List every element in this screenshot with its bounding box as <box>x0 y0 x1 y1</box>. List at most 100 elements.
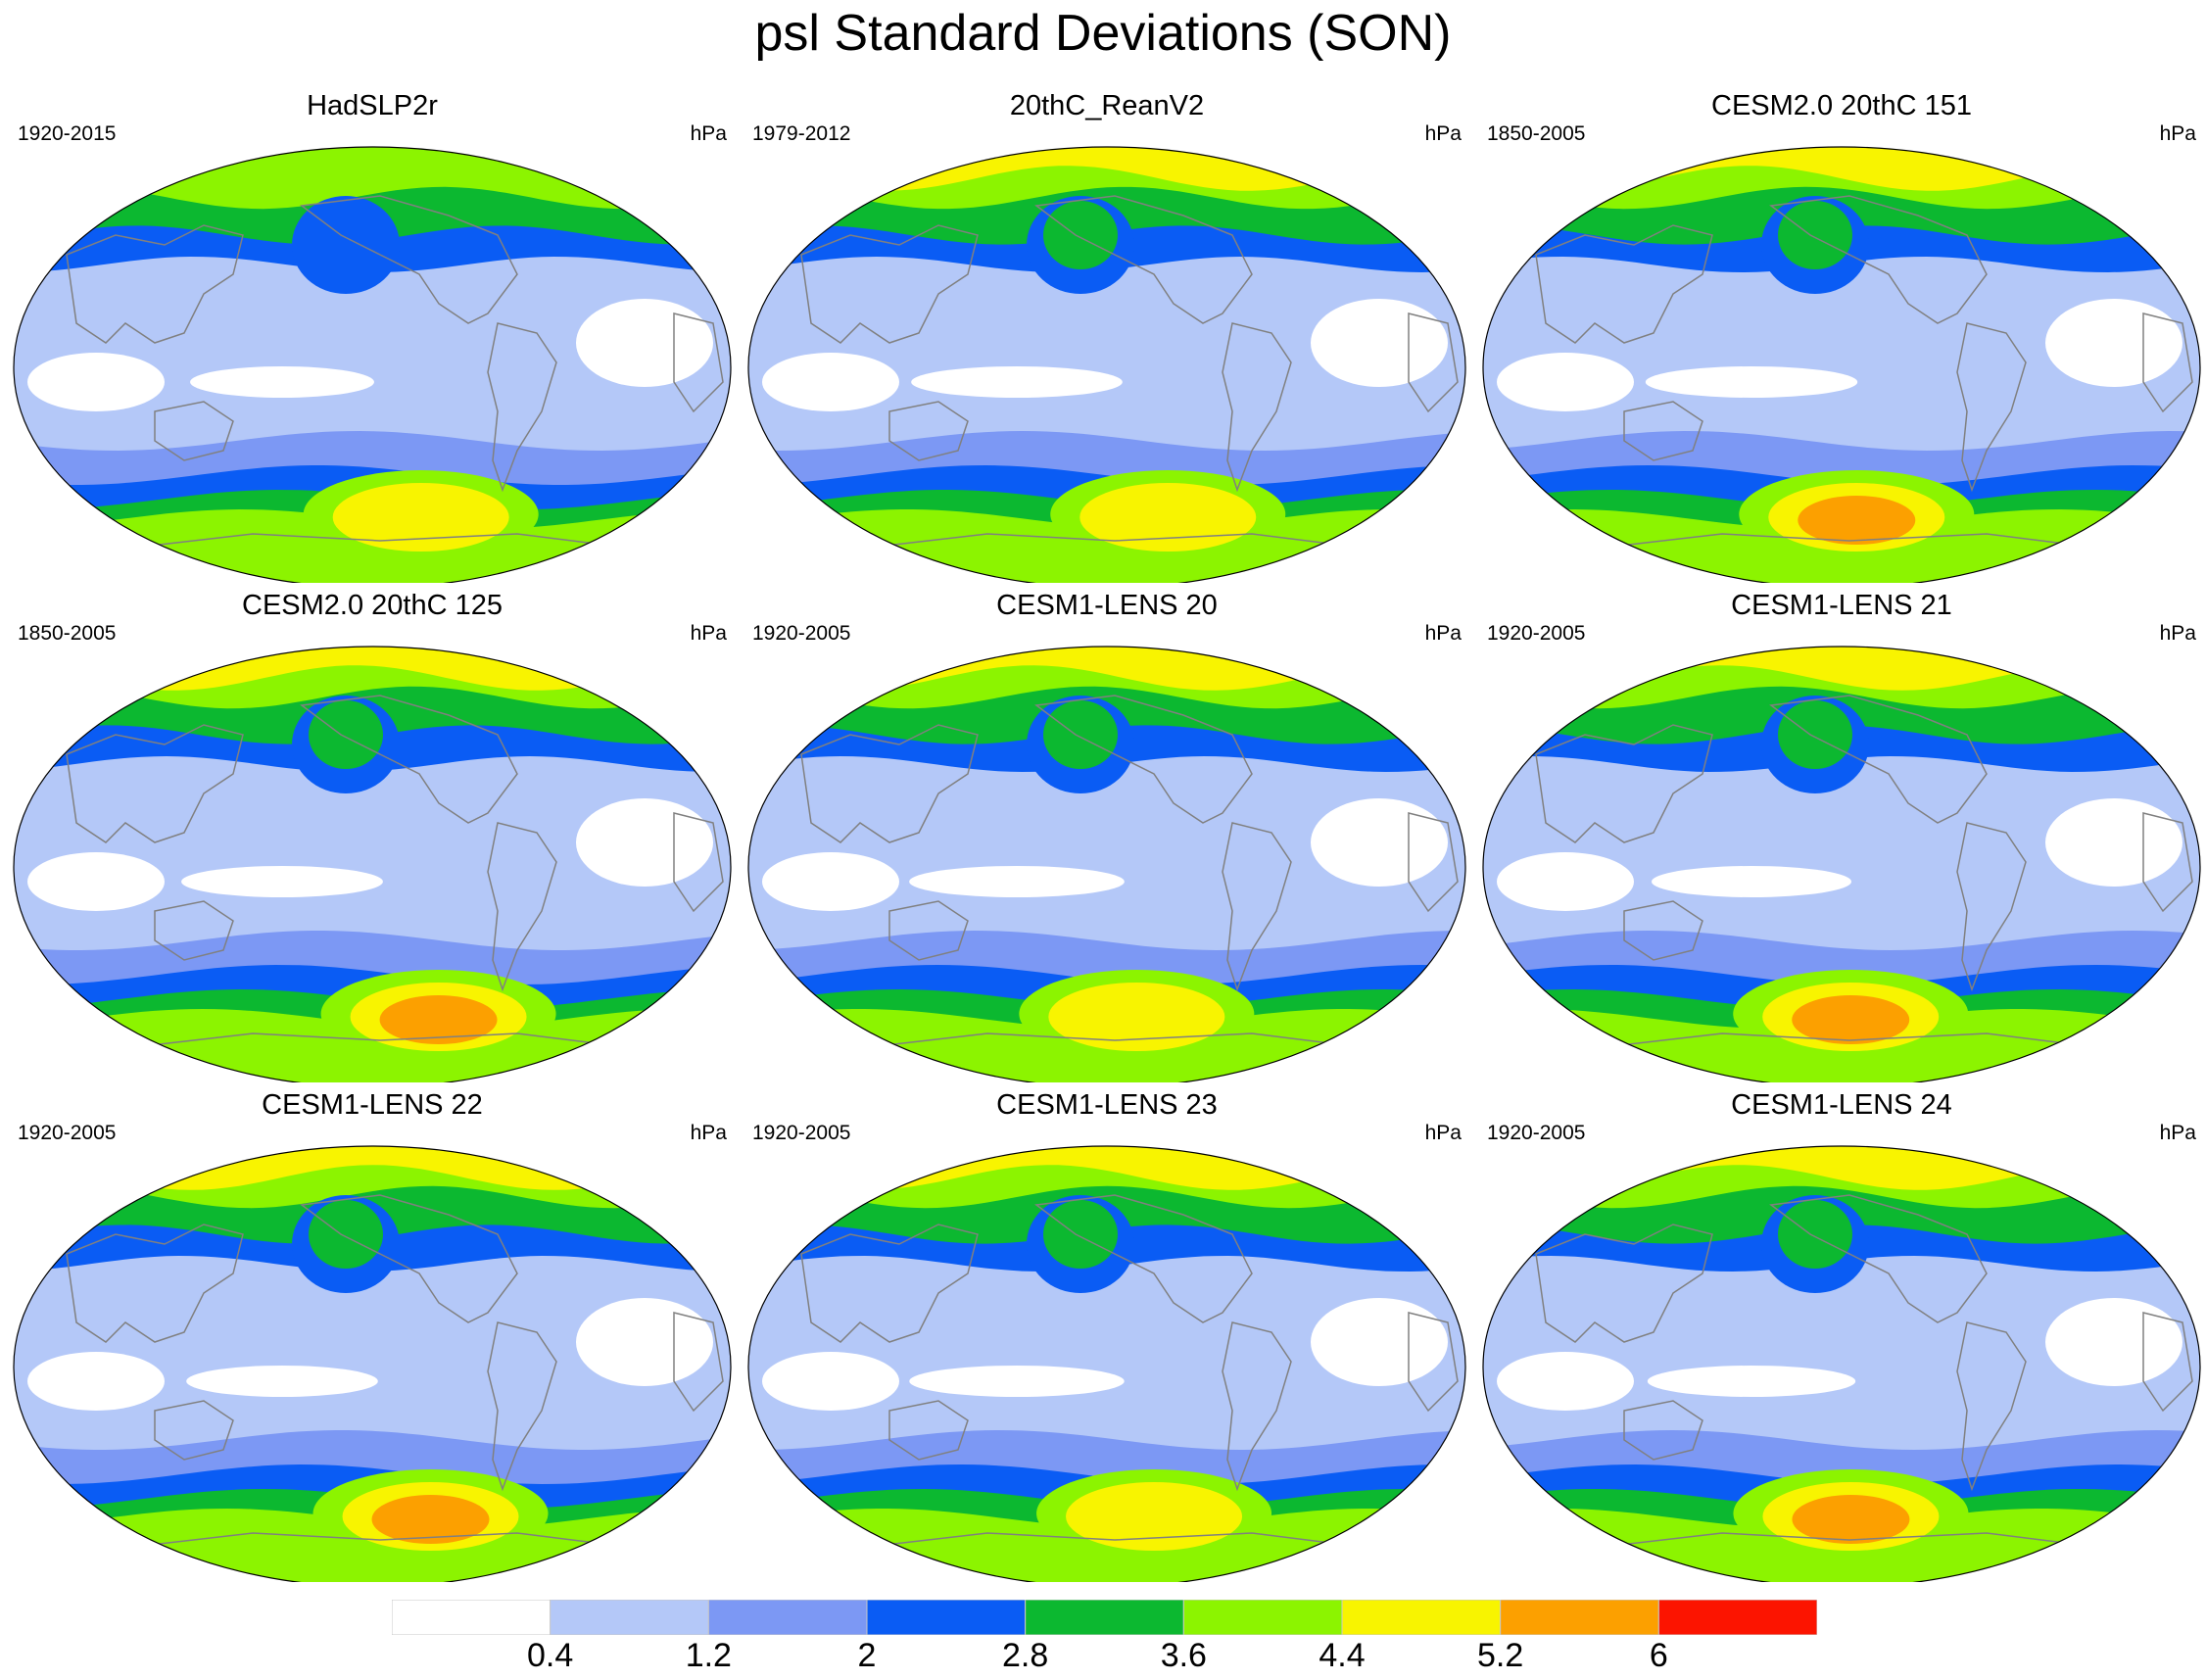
low-variance-region <box>576 1298 713 1386</box>
coastline <box>124 533 636 550</box>
south-max-level-6 <box>332 483 509 552</box>
figure-title: psl Standard Deviations (SON) <box>754 5 1452 62</box>
low-variance-region <box>1311 1298 1448 1386</box>
north-pacific-lobe-inner <box>1043 700 1118 769</box>
panel-period: 1920-2005 <box>752 1122 851 1144</box>
south-max-level-6 <box>1079 483 1257 552</box>
panel-units: hPa <box>2159 1122 2196 1144</box>
south-max-level-7 <box>1792 995 1910 1044</box>
map-panel: CESM1-LENS 24 1920-2005 hPa <box>1477 1087 2206 1582</box>
low-variance-region <box>762 852 899 911</box>
map-panel: CESM2.0 20thC 151 1850-2005 hPa <box>1477 88 2206 583</box>
panel-units: hPa <box>1424 1122 1462 1144</box>
panel-units: hPa <box>690 122 727 145</box>
low-variance-region <box>2045 798 2182 887</box>
map-panel: 20thC_ReanV2 1979-2012 hPa <box>743 88 1471 583</box>
colorbar-tick-label: 4.4 <box>1319 1637 1366 1674</box>
colorbar-tick-label: 2 <box>857 1637 877 1674</box>
coastline <box>1769 1194 1988 1323</box>
coastline <box>1769 195 1988 324</box>
coastline <box>1623 1400 1703 1461</box>
coastlines <box>66 1194 724 1549</box>
panel-period: 1850-2005 <box>1487 122 1586 145</box>
colorbar-box <box>1182 1600 1343 1635</box>
panel-title: 20thC_ReanV2 <box>1009 90 1205 121</box>
coastline <box>2142 312 2193 413</box>
low-variance-region <box>1497 852 1634 911</box>
colorbar-box <box>1341 1600 1502 1635</box>
low-variance-region <box>909 1366 1125 1397</box>
low-variance-region <box>576 299 713 387</box>
low-variance-region <box>27 852 165 911</box>
map-plot <box>747 146 1466 583</box>
map-panel: CESM1-LENS 21 1920-2005 hPa <box>1477 588 2206 1082</box>
coastline <box>154 401 234 461</box>
coastlines <box>800 195 1459 550</box>
low-variance-region <box>1311 798 1448 887</box>
low-variance-region <box>190 366 374 398</box>
panel-title: CESM1-LENS 21 <box>1731 590 1952 621</box>
colorbar-labels: 0.4 1.2 2 2.8 3.6 4.4 5.2 6 <box>392 1636 1817 1679</box>
coastline <box>1594 533 2105 550</box>
low-variance-region <box>27 353 165 411</box>
panel-period: 1920-2005 <box>1487 622 1586 645</box>
colorbar-box <box>550 1600 709 1635</box>
map-plot <box>747 646 1466 1082</box>
colorbar-tick-label: 0.4 <box>527 1637 574 1674</box>
colorbar <box>392 1600 1817 1635</box>
map-border <box>747 146 1466 583</box>
panel-period: 1920-2005 <box>752 622 851 645</box>
coastline <box>800 724 979 843</box>
panel-period: 1920-2005 <box>18 1122 117 1144</box>
north-pacific-lobe-inner <box>1043 1200 1118 1269</box>
coastline <box>2142 1312 2193 1413</box>
map-border <box>13 146 732 583</box>
coastline <box>124 1532 636 1549</box>
low-variance-region <box>1652 866 1851 897</box>
colorbar-tick-label: 2.8 <box>1002 1637 1049 1674</box>
low-variance-region <box>576 798 713 887</box>
coastline <box>1222 822 1292 992</box>
low-variance-region <box>762 1352 899 1411</box>
north-pacific-lobe-inner <box>1778 1200 1852 1269</box>
map-border <box>1482 1145 2201 1582</box>
coastline <box>1408 812 1459 913</box>
north-pacific-lobe-inner <box>309 700 383 769</box>
north-band-level-5 <box>14 147 731 210</box>
map-plot <box>1482 146 2201 583</box>
coastline <box>66 224 244 344</box>
panel-units: hPa <box>1424 122 1462 145</box>
coastline <box>1535 724 1713 843</box>
panel-title: HadSLP2r <box>307 90 438 121</box>
coastlines <box>800 1194 1459 1549</box>
coastlines <box>66 695 724 1049</box>
north-pacific-lobe-inner <box>1778 201 1852 269</box>
panel-title: CESM1-LENS 22 <box>262 1089 483 1121</box>
coastline <box>673 312 724 413</box>
coastline <box>888 401 969 461</box>
panel-period: 1920-2015 <box>18 122 117 145</box>
north-pacific-lobe <box>292 196 400 294</box>
coastline <box>66 1224 244 1343</box>
coastline <box>124 1032 636 1049</box>
coastline <box>1623 401 1703 461</box>
north-pacific-lobe-inner <box>1778 700 1852 769</box>
colorbar-box <box>866 1600 1027 1635</box>
low-variance-region <box>1497 353 1634 411</box>
coastline <box>487 822 557 992</box>
map-panel: HadSLP2r 1920-2015 hPa <box>8 88 737 583</box>
map-border <box>13 1145 732 1582</box>
coastlines <box>1535 695 2193 1049</box>
coastline <box>1222 322 1292 493</box>
coastline <box>300 695 518 824</box>
colorbar-tick-label: 1.2 <box>685 1637 732 1674</box>
colorbar-tick-label: 3.6 <box>1160 1637 1207 1674</box>
south-max-level-7 <box>379 995 498 1044</box>
low-variance-region <box>2045 1298 2182 1386</box>
map-plot <box>1482 646 2201 1082</box>
map-panel: CESM1-LENS 20 1920-2005 hPa <box>743 588 1471 1082</box>
low-variance-region <box>1311 299 1448 387</box>
coastline <box>859 1532 1370 1549</box>
coastline <box>673 812 724 913</box>
coastline <box>1623 900 1703 961</box>
